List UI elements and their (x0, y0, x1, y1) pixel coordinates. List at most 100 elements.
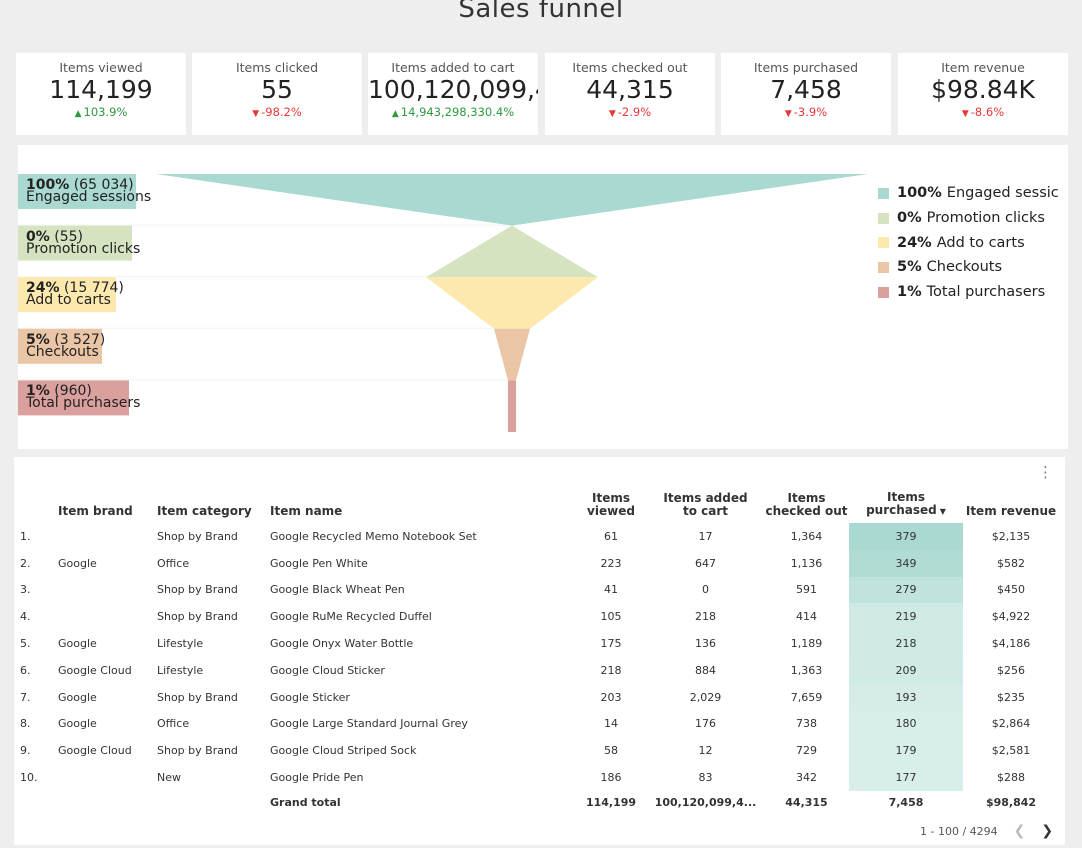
funnel-segment[interactable] (508, 380, 516, 432)
kpi-delta: ▼ -3.9% (721, 105, 891, 119)
cell-item-revenue: $2,581 (963, 737, 1059, 764)
table-row[interactable]: 8. Google Office Google Large Standard Jour… (14, 711, 1059, 738)
page-title: Sales funnel (0, 0, 1082, 24)
cell-item-category: Lifestyle (157, 657, 270, 684)
cell-items-purchased: 180 (849, 711, 963, 738)
cell-item-revenue: $4,922 (963, 603, 1059, 630)
row-index: 4. (14, 603, 58, 630)
cell-item-category: Shop by Brand (157, 577, 270, 604)
header-item-name[interactable]: Item name (270, 483, 575, 523)
table-row[interactable]: 5. Google Lifestyle Google Onyx Water Bottl… (14, 630, 1059, 657)
funnel-stage-label: 5% (3 527) Checkouts (26, 334, 105, 358)
header-items-purchased-line2: purchased (866, 503, 937, 517)
total-added: 100,120,099,4... (647, 791, 764, 815)
cell-item-brand (58, 523, 157, 550)
kpi-delta-value: -98.2% (261, 105, 302, 119)
cell-item-brand: Google (58, 711, 157, 738)
kpi-delta: ▼ -8.6% (898, 105, 1068, 119)
chevron-right-icon[interactable]: ❯ (1041, 823, 1053, 839)
arrow-down-icon: ▼ (609, 109, 616, 119)
cell-items-checked-out: 1,364 (764, 523, 849, 550)
cell-items-purchased: 379 (849, 523, 963, 550)
funnel-segment[interactable] (426, 277, 598, 329)
legend-item[interactable]: 100% Engaged sessic (878, 181, 1068, 206)
kpi-label: Items added to cart (368, 60, 538, 75)
legend-percent: 0% (897, 210, 922, 226)
total-purchased: 7,458 (849, 791, 963, 815)
funnel-segment[interactable] (156, 174, 868, 226)
cell-item-name: Google Recycled Memo Notebook Set (270, 523, 575, 550)
header-items-viewed[interactable]: Items viewed (575, 483, 647, 523)
pagination: 1 - 100 / 4294 ❮ ❯ (920, 823, 1053, 839)
cell-items-purchased: 177 (849, 764, 963, 791)
table-row[interactable]: 10. New Google Pride Pen 186 83 342 177 $288 (14, 764, 1059, 791)
header-item-brand[interactable]: Item brand (58, 483, 157, 523)
kpi-card[interactable]: Items checked out 44,315 ▼ -2.9% (545, 53, 715, 135)
table-row[interactable]: 4. Shop by Brand Google RuMe Recycled Duff… (14, 603, 1059, 630)
legend-item[interactable]: 1% Total purchasers (878, 280, 1068, 305)
kpi-delta-value: -8.6% (971, 105, 1004, 119)
funnel-stage-label: 0% (55) Promotion clicks (26, 231, 140, 255)
table-row[interactable]: 1. Shop by Brand Google Recycled Memo Note… (14, 523, 1059, 550)
cell-item-name: Google Black Wheat Pen (270, 577, 575, 604)
row-index: 2. (14, 550, 58, 577)
cell-item-category: New (157, 764, 270, 791)
table-row[interactable]: 2. Google Office Google Pen White 223 647 1,13… (14, 550, 1059, 577)
kpi-value: 44,315 (545, 75, 715, 105)
cell-item-name: Google Sticker (270, 684, 575, 711)
legend-percent: 24% (897, 235, 932, 251)
cell-items-viewed: 186 (575, 764, 647, 791)
header-items-added[interactable]: Items added to cart (647, 483, 764, 523)
header-item-category[interactable]: Item category (157, 483, 270, 523)
kpi-card[interactable]: Items added to cart 100,120,099,4 ▲ 14,943,… (368, 53, 538, 135)
kpi-value: 55 (192, 75, 362, 105)
funnel-chart[interactable]: 100% (65 034) Engaged sessions 0% (55) Prom… (18, 145, 1068, 449)
table-row[interactable]: 3. Shop by Brand Google Black Wheat Pen 41 0… (14, 577, 1059, 604)
kpi-value: $98.84K (898, 75, 1068, 105)
arrow-up-icon: ▲ (392, 109, 399, 119)
funnel-stage-name: Engaged sessions (26, 189, 151, 205)
more-vert-icon[interactable]: ⋮ (1038, 463, 1053, 481)
kpi-label: Item revenue (898, 60, 1068, 75)
kpi-card[interactable]: Item revenue $98.84K ▼ -8.6% (898, 53, 1068, 135)
items-table-panel: ⋮ Item brand Item category Item name Ite… (14, 457, 1065, 845)
chevron-left-icon[interactable]: ❮ (1014, 823, 1026, 839)
legend-item[interactable]: 0% Promotion clicks (878, 206, 1068, 231)
funnel-segment[interactable] (494, 329, 530, 381)
table-row[interactable]: 7. Google Shop by Brand Google Sticker 203 2,… (14, 684, 1059, 711)
legend-swatch (878, 262, 889, 273)
cell-items-added: 136 (647, 630, 764, 657)
legend-label: Promotion clicks (927, 210, 1045, 226)
legend-item[interactable]: 24% Add to carts (878, 230, 1068, 255)
header-items-checked-line2: checked out (766, 504, 848, 518)
cell-item-brand: Google (58, 630, 157, 657)
cell-item-brand (58, 577, 157, 604)
legend-item[interactable]: 5% Checkouts (878, 255, 1068, 280)
cell-item-name: Google Cloud Striped Sock (270, 737, 575, 764)
cell-items-checked-out: 1,189 (764, 630, 849, 657)
cell-item-revenue: $256 (963, 657, 1059, 684)
kpi-card[interactable]: Items purchased 7,458 ▼ -3.9% (721, 53, 891, 135)
header-item-revenue[interactable]: Item revenue (963, 483, 1059, 523)
cell-items-viewed: 218 (575, 657, 647, 684)
funnel-segment[interactable] (426, 226, 598, 278)
cell-items-checked-out: 729 (764, 737, 849, 764)
kpi-value: 7,458 (721, 75, 891, 105)
kpi-card[interactable]: Items viewed 114,199 ▲ 103.9% (16, 53, 186, 135)
cell-items-viewed: 58 (575, 737, 647, 764)
kpi-card[interactable]: Items clicked 55 ▼ -98.2% (192, 53, 362, 135)
total-brand (58, 791, 157, 815)
row-index: 9. (14, 737, 58, 764)
cell-item-name: Google Onyx Water Bottle (270, 630, 575, 657)
header-items-purchased[interactable]: Items purchased ▼ (849, 483, 963, 523)
cell-items-purchased: 209 (849, 657, 963, 684)
row-index: 6. (14, 657, 58, 684)
table-row[interactable]: 6. Google Cloud Lifestyle Google Cloud Stic… (14, 657, 1059, 684)
kpi-value: 100,120,099,4 (368, 75, 538, 105)
kpi-label: Items checked out (545, 60, 715, 75)
table-row[interactable]: 9. Google Cloud Shop by Brand Google Cloud … (14, 737, 1059, 764)
funnel-stage-name: Total purchasers (26, 395, 140, 411)
header-items-checked-out[interactable]: Items checked out (764, 483, 849, 523)
cell-item-category: Shop by Brand (157, 737, 270, 764)
total-viewed: 114,199 (575, 791, 647, 815)
